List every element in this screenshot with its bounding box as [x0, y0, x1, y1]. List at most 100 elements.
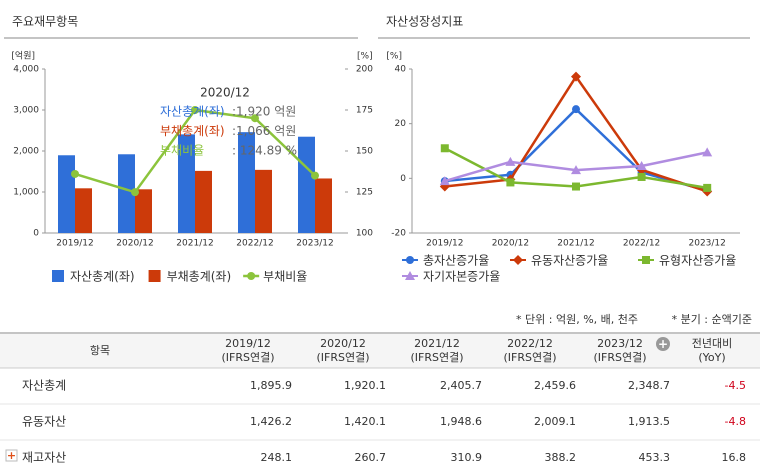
table-cell: -4.5: [725, 379, 746, 392]
y-tick-label: 40: [395, 65, 407, 75]
table-cell: 1,420.1: [344, 415, 386, 428]
y-tick-label: 3,000: [13, 106, 39, 116]
marker: [311, 171, 319, 180]
table-header-bg: [0, 334, 760, 368]
table-cell: 2,459.6: [534, 379, 576, 392]
marker: [637, 172, 646, 181]
marker: [439, 176, 450, 186]
x-tick-label: 2021/12: [176, 239, 213, 249]
marker: [703, 183, 712, 192]
panel-title: 자산성장성지표: [386, 15, 463, 29]
tooltip-label: 부채비율: [160, 144, 204, 158]
table-header: (YoY): [698, 351, 725, 364]
table-cell: 248.1: [261, 451, 293, 464]
x-tick-label: 2022/12: [236, 239, 273, 249]
legend-swatch: [52, 270, 64, 282]
table-header: (IFRS연결): [316, 351, 369, 364]
marker: [642, 256, 650, 264]
x-tick-label: 2021/12: [557, 239, 594, 249]
table-cell: 260.7: [355, 451, 387, 464]
add-icon[interactable]: [656, 337, 670, 351]
table-note: * 단위 : 억원, %, 배, 천주: [516, 312, 638, 326]
y2-tick-label: 175: [356, 106, 373, 116]
legend-label: 총자산증가율: [423, 254, 489, 268]
tooltip-value: :1,920 억원: [232, 105, 296, 119]
table-header: 2020/12: [320, 337, 366, 350]
x-tick-label: 2022/12: [623, 239, 660, 249]
table-header: 2023/12: [597, 337, 643, 350]
expand-icon[interactable]: [5, 449, 18, 462]
table-header: (IFRS연결): [221, 351, 274, 364]
y-tick-label: 1,000: [13, 188, 39, 198]
legend-label: 자기자본증가율: [423, 270, 500, 284]
x-tick-label: 2019/12: [56, 239, 93, 249]
table-cell: 2,405.7: [440, 379, 482, 392]
marker: [571, 165, 581, 175]
marker: [513, 255, 523, 265]
tooltip-value: : 124.89 %: [232, 144, 297, 158]
marker: [405, 271, 415, 280]
table-header: 항목: [90, 344, 110, 357]
expand-icon[interactable]: +: [7, 449, 16, 462]
table-header: 2022/12: [507, 337, 553, 350]
marker: [572, 105, 580, 114]
bar: [118, 154, 135, 233]
table-header: 전년대비: [692, 337, 732, 350]
tooltip-label: 부채총계(좌): [160, 124, 225, 138]
bar: [315, 178, 332, 233]
table-header: (IFRS연결): [410, 351, 463, 364]
table-header: (IFRS연결): [593, 351, 646, 364]
y-tick-label: 0: [400, 174, 406, 184]
y-tick-label: -20: [391, 229, 406, 239]
row-label: 자산총계: [22, 379, 66, 393]
marker: [191, 106, 199, 114]
x-tick-label: 2019/12: [426, 239, 463, 249]
legend-swatch: [148, 270, 161, 282]
row-label: 재고자산: [22, 451, 66, 465]
table-cell: 388.2: [545, 451, 577, 464]
table-cell: 16.8: [722, 451, 747, 464]
table-header: 2019/12: [225, 337, 271, 350]
bar: [58, 155, 75, 233]
row-label: 유동자산: [22, 415, 66, 429]
add-icon[interactable]: +: [658, 337, 668, 351]
bar: [75, 188, 92, 233]
y-axis-label: [억원]: [11, 50, 35, 62]
marker: [506, 178, 515, 187]
table-cell: 1,920.1: [344, 379, 386, 392]
marker: [572, 182, 580, 191]
table-cell: -4.8: [725, 415, 746, 428]
marker: [571, 71, 581, 82]
bar: [298, 136, 315, 233]
y2-tick-label: 100: [356, 229, 373, 239]
table-cell: 453.3: [639, 451, 671, 464]
bar: [195, 170, 212, 233]
table-cell: 2,348.7: [628, 379, 670, 392]
y-axis-label: [%]: [386, 52, 402, 62]
table-cell: 1,948.6: [440, 415, 482, 428]
legend-label: 자산총계(좌): [70, 270, 135, 284]
marker: [440, 144, 449, 153]
table-cell: 1,895.9: [250, 379, 292, 392]
marker: [251, 114, 259, 123]
y-tick-label: 20: [395, 119, 407, 129]
x-tick-label: 2023/12: [689, 239, 726, 249]
y-tick-label: 2,000: [13, 147, 39, 157]
table-cell: 310.9: [451, 451, 483, 464]
table-cell: 1,913.5: [628, 415, 670, 428]
table-header: (IFRS연결): [503, 351, 556, 364]
legend-label: 유동자산증가율: [531, 254, 608, 268]
tooltip-title: 2020/12: [200, 86, 250, 100]
y-tick-label: 4,000: [13, 65, 39, 75]
x-tick-label: 2023/12: [296, 239, 333, 249]
marker: [406, 256, 414, 264]
tooltip-label: 자산총계(좌): [160, 105, 225, 119]
tooltip-value: :1,066 억원: [232, 124, 296, 138]
bar: [178, 134, 195, 233]
legend-label: 부채비율: [263, 270, 307, 284]
x-tick-label: 2020/12: [116, 239, 153, 249]
table-cell: 2,009.1: [534, 415, 576, 428]
y2-tick-label: 200: [356, 65, 373, 75]
